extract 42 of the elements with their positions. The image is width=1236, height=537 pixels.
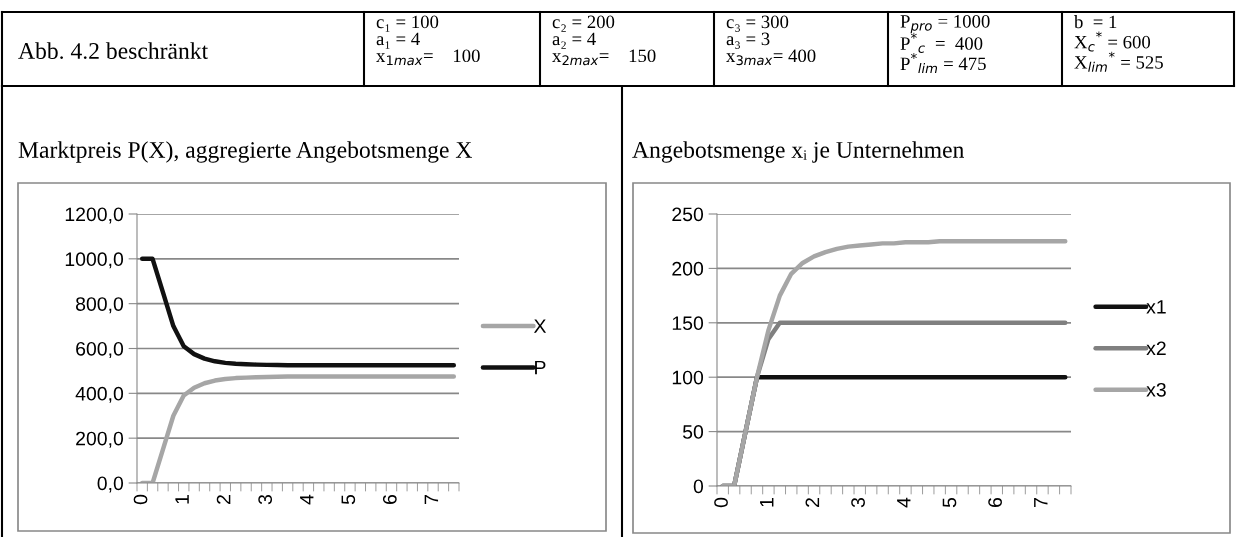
x-tick-label: 0 bbox=[714, 497, 728, 508]
legend-label: P bbox=[535, 360, 546, 375]
y-tick-label: 0,0 bbox=[97, 476, 124, 493]
y-tick-label: 600,0 bbox=[76, 341, 124, 359]
legend-label: x2 bbox=[1146, 341, 1166, 356]
x-tick-label: 2 bbox=[805, 498, 820, 507]
x-tick-label: 6 bbox=[988, 497, 1002, 507]
x-tick-label: 3 bbox=[851, 497, 865, 508]
y-tick-label: 0 bbox=[693, 479, 704, 494]
x-tick-label: 3 bbox=[258, 494, 273, 505]
y-tick-label: 250 bbox=[672, 207, 704, 222]
x-tick-label: 7 bbox=[424, 495, 439, 504]
y-tick-label: 50 bbox=[682, 425, 704, 439]
text: c₁ = 100 a₁ = 4 x$_{1max}$= 100 bbox=[376, 15, 480, 66]
legend-label: x3 bbox=[1146, 382, 1166, 397]
y-tick-label: 200,0 bbox=[76, 431, 124, 448]
x-tick-label: 4 bbox=[897, 497, 911, 508]
legend-label: X bbox=[533, 319, 547, 333]
y-tick-label: 100 bbox=[672, 370, 704, 385]
x-tick-label: 5 bbox=[341, 494, 356, 505]
x-tick-label: 7 bbox=[1034, 498, 1048, 507]
y-tick-label: 1000,0 bbox=[65, 252, 124, 269]
caption: Abb. 4.2 beschränkt bbox=[18, 42, 209, 60]
y-tick-label: 150 bbox=[672, 316, 704, 331]
x-tick-label: 1 bbox=[760, 498, 774, 507]
x-tick-label: 5 bbox=[942, 497, 957, 508]
x-tick-label: 1 bbox=[175, 495, 189, 504]
chart-title: Marktpreis P(X), aggregierte Angebotsmenge X bbox=[18, 141, 472, 163]
text: c₂ = 200 a₂ = 4 x$_{2max}$= 150 bbox=[552, 15, 656, 66]
text: b = 1 X$_{c}$$^{*}$ = 600 X$_{lim}$$^{*}$ = 525 bbox=[1074, 15, 1163, 72]
y-tick-label: 1200,0 bbox=[65, 207, 124, 224]
x-tick-label: 4 bbox=[300, 494, 314, 505]
y-tick-label: 800,0 bbox=[76, 297, 124, 314]
legend-label: x1 bbox=[1146, 300, 1166, 314]
text: c₃ = 300 a₃ = 3 x$_{3max}$= 400 bbox=[726, 15, 816, 66]
y-tick-label: 400,0 bbox=[75, 386, 124, 403]
x-tick-label: 2 bbox=[216, 495, 231, 504]
x-tick-label: 0 bbox=[133, 494, 148, 505]
x-tick-label: 6 bbox=[382, 494, 397, 504]
text: P$_{pro}$ = 1000 P$^{*}$$_{c}$ = 400 P$^{*}$$_{lim}$ = 475 bbox=[900, 15, 990, 73]
chart-title: Angebotsmenge xᵢ je Unternehmen bbox=[632, 141, 964, 163]
y-tick-label: 200 bbox=[672, 261, 704, 276]
